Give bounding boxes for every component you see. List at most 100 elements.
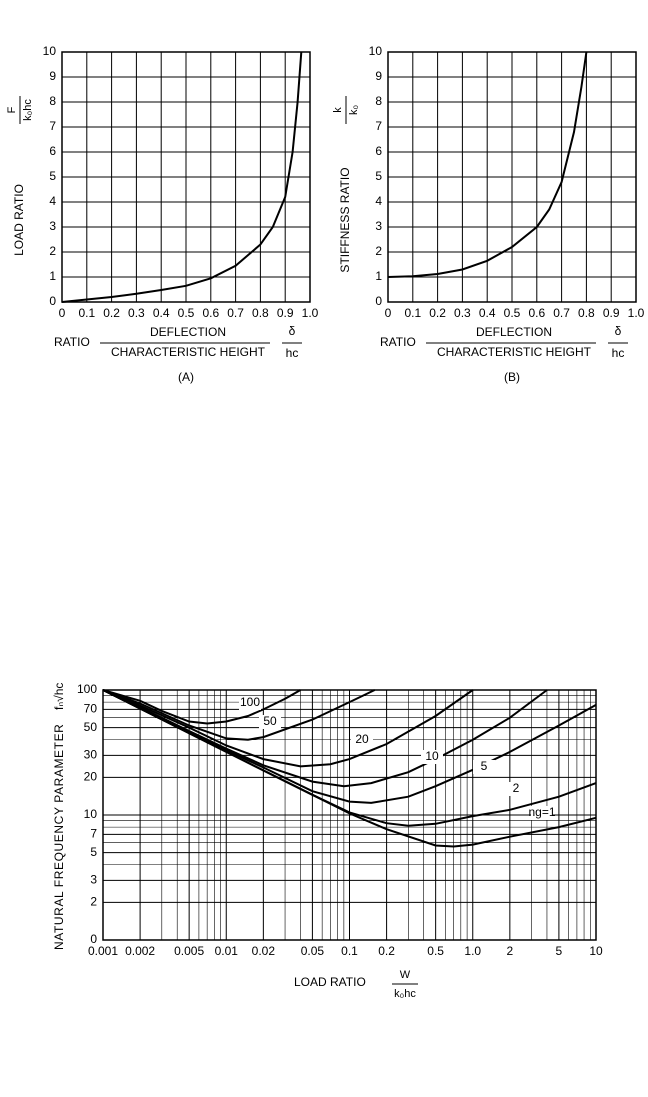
x-tick-label: 0.05 [301,944,325,958]
curve [102,689,548,788]
y-axis-label-text: STIFFNESS RATIO [338,167,352,272]
caption: (A) [178,370,194,384]
x-tick-label: 0.3 [128,306,145,320]
y-axis-label-text: NATURAL FREQUENCY PARAMETER [52,724,66,950]
y-tick-label: 0 [90,932,97,946]
y-tick-label: 9 [49,69,56,83]
series-label: 50 [263,714,277,728]
x-tick-label: 0.01 [215,944,239,958]
x-tick-label: 0.2 [378,944,395,958]
x-axis-label: LOAD RATIO [294,975,366,989]
y-axis-label-den: k₀ [348,105,360,115]
y-axis-label: LOAD RATIO F k₀hc [6,96,34,256]
y-tick-label: 4 [49,194,56,208]
label-backdrop [505,782,527,796]
x-tick-label: 1.0 [628,306,645,320]
x-axis-label-sym-num: δ [615,324,622,338]
x-tick-label: 0 [59,306,66,320]
x-tick-label: 0.1 [404,306,421,320]
label-backdrop [473,760,495,774]
y-axis-label-sym: fₙ√hc [52,683,66,710]
x-tick-label: 0.2 [429,306,446,320]
x-tick-label: 2 [507,944,514,958]
curve [102,689,597,848]
curve [102,689,301,725]
y-axis-label-den: k₀hc [22,99,34,121]
plot-border [61,51,311,303]
y-tick-label: 2 [49,244,56,258]
y-tick-label: 7 [375,119,382,133]
curve [102,689,474,768]
label-backdrop [351,733,373,747]
x-tick-label: 0.7 [553,306,570,320]
y-tick-label: 5 [90,845,97,859]
y-tick-label: 100 [77,682,97,696]
y-axis-label: NATURAL FREQUENCY PARAMETER fₙ√hc [52,683,66,950]
y-axis-label-num: k [332,107,344,113]
x-tick-label: 0.001 [88,944,118,958]
x-tick-label: 0.5 [427,944,444,958]
y-tick-label: 4 [375,194,382,208]
y-tick-label: 5 [49,169,56,183]
curve [102,689,597,804]
y-tick-label: 3 [49,219,56,233]
series-label: ng=1 [528,805,555,819]
y-tick-label: 20 [84,770,98,784]
x-tick-label: 0.9 [277,306,294,320]
y-tick-label: 70 [84,702,98,716]
series-label: 10 [425,749,439,763]
x-axis-label-sym-num: δ [289,324,296,338]
x-axis-label-sym-den: hc [612,346,625,360]
x-tick-label: 0.9 [603,306,620,320]
y-tick-label: 3 [375,219,382,233]
x-tick-label: 0.5 [504,306,521,320]
y-tick-label: 8 [49,94,56,108]
x-axis-label-num: DEFLECTION [476,325,552,339]
y-tick-label: 1 [49,269,56,283]
y-axis-label-num: F [6,106,18,113]
y-tick-label: 1 [375,269,382,283]
label-backdrop [239,696,261,710]
x-tick-label: 0.2 [103,306,120,320]
x-axis-label-den: k₀hc [394,988,416,1000]
plot: 0 0.1 0.2 0.3 0.4 0.5 0.6 0.7 0.8 0.9 1.0 0 1 2 3 4 5 6 7 8… [369,44,645,320]
y-tick-label: 9 [375,69,382,83]
label-backdrop [421,750,443,764]
y-tick-label: 6 [375,144,382,158]
x-tick-label: 0.1 [78,306,95,320]
y-tick-label: 0 [49,294,56,308]
y-tick-label: 8 [375,94,382,108]
x-tick-label: 0.1 [341,944,358,958]
y-tick-label: 5 [375,169,382,183]
y-tick-label: 7 [90,827,97,841]
plot-border [102,689,597,941]
y-axis-label: STIFFNESS RATIO k k₀ [332,96,360,273]
x-tick-label: 0.3 [454,306,471,320]
curve [102,689,376,741]
curve [61,51,303,303]
curve [387,51,588,278]
x-tick-label: 0.8 [252,306,269,320]
series-label: 5 [481,759,488,773]
x-tick-label: 0.6 [202,306,219,320]
y-tick-label: 3 [90,873,97,887]
label-backdrop [531,806,553,820]
y-axis-label-text: LOAD RATIO [12,184,26,256]
x-tick-label: 1.0 [464,944,481,958]
x-tick-label: 0.6 [528,306,545,320]
x-axis-label-prefix: RATIO [380,335,416,349]
label-backdrop [259,715,281,729]
x-tick-label: 0.5 [178,306,195,320]
y-tick-label: 10 [84,807,98,821]
x-tick-label: 0.4 [153,306,170,320]
x-tick-label: 0.02 [252,944,276,958]
x-axis-label-den: CHARACTERISTIC HEIGHT [111,345,266,359]
x-axis-label-num: DEFLECTION [150,325,226,339]
x-axis-label-num: W [400,969,411,981]
x-axis-label-prefix: RATIO [54,335,90,349]
y-tick-label: 6 [49,144,56,158]
x-axis-label-sym-den: hc [286,346,299,360]
x-tick-label: 0.8 [578,306,595,320]
caption: (B) [504,370,520,384]
